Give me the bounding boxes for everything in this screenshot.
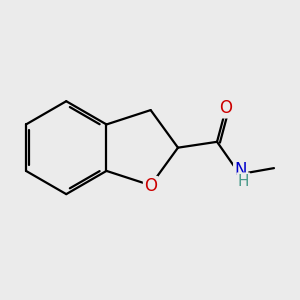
Text: O: O [220,99,232,117]
Text: H: H [238,174,249,189]
Text: N: N [234,161,247,179]
Text: O: O [144,177,157,195]
